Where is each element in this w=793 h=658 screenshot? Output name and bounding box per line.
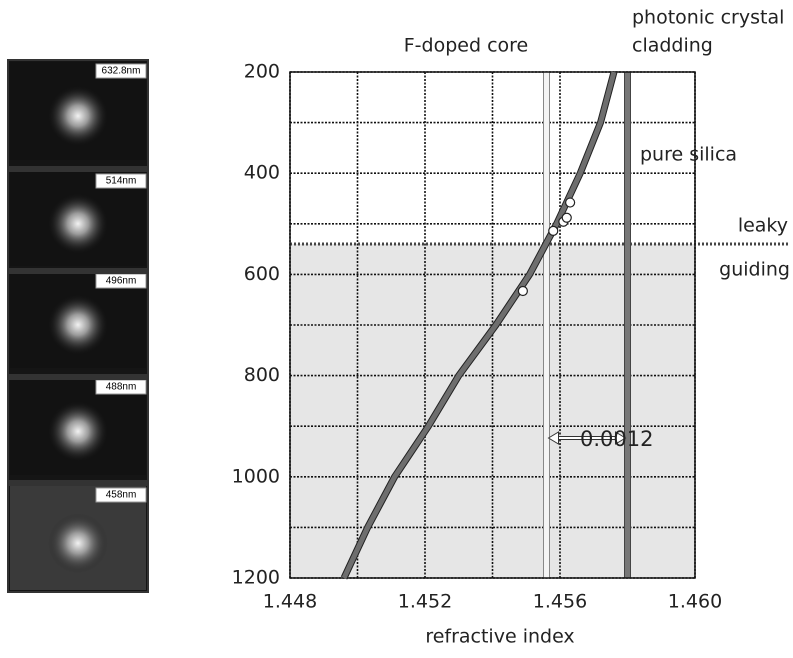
- panel-separator: [8, 166, 148, 172]
- measured-point: [565, 197, 576, 208]
- x-axis-label: refractive index: [425, 626, 574, 648]
- measured-point: [517, 285, 528, 297]
- mode-spot: [48, 193, 108, 254]
- annotation: 0.0012: [580, 427, 653, 451]
- measured-point: [561, 212, 572, 223]
- annotation: leaky: [738, 215, 788, 237]
- mode-label-box: [95, 63, 147, 79]
- plot-frame: [289, 71, 696, 579]
- annotation: guiding: [719, 259, 790, 281]
- panel-separator: [8, 374, 148, 380]
- cladding-index-line: [624, 71, 631, 579]
- annotation: photonic crystal: [632, 7, 784, 29]
- arrow-head: [615, 431, 627, 445]
- y-tick-label: 400: [244, 162, 280, 184]
- mode-spot: [48, 294, 108, 355]
- mode-label: 488nm: [106, 382, 137, 393]
- mode-spot: [48, 85, 108, 146]
- annotation: cladding: [632, 35, 713, 57]
- x-tick-label: 1.452: [398, 591, 452, 613]
- mode-label: 496nm: [106, 276, 137, 287]
- y-tick-label: 1200: [232, 567, 280, 589]
- panel-separator: [8, 480, 148, 486]
- curve: [341, 71, 617, 580]
- y-tick-label: 600: [244, 263, 280, 285]
- y-tick-label: 800: [244, 364, 280, 386]
- mode-spot: [48, 401, 108, 462]
- annotation: F-doped core: [404, 35, 528, 57]
- panel-separator: [8, 268, 148, 274]
- measured-point: [548, 225, 559, 236]
- x-tick-label: 1.456: [533, 591, 587, 613]
- y-tick-label: 200: [244, 61, 280, 83]
- core-index-line: [543, 71, 550, 579]
- annotation: pure silica: [640, 144, 737, 166]
- mode-label-box: [95, 487, 147, 503]
- arrow-head: [547, 431, 559, 445]
- mode-label: 514nm: [106, 176, 137, 187]
- mode-spot: [48, 513, 108, 574]
- mode-label-box: [95, 173, 147, 189]
- x-tick-label: 1.460: [668, 591, 722, 613]
- x-tick-label: 1.448: [263, 591, 317, 613]
- y-tick-label: 1000: [232, 465, 280, 487]
- mode-label: 458nm: [106, 490, 137, 501]
- mode-label: 632.8nm: [102, 66, 141, 77]
